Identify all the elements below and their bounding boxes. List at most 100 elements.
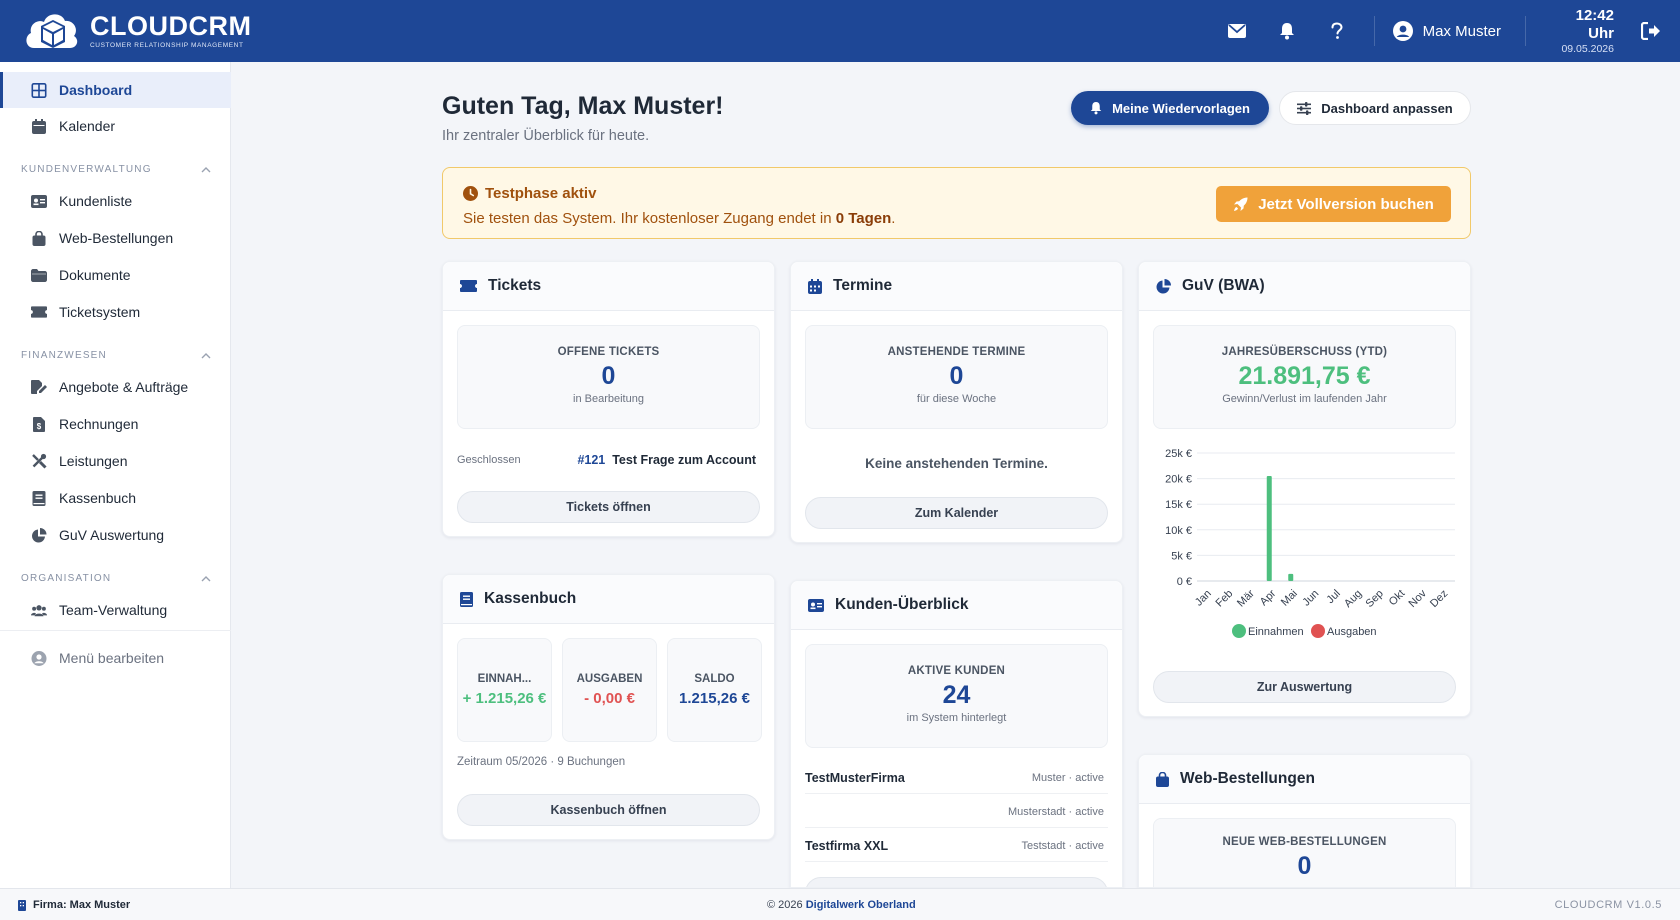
- section-organisation[interactable]: ORGANISATION: [21, 573, 211, 584]
- stat-label: JAHRESÜBERSCHUSS (YTD): [1221, 346, 1388, 358]
- ticket-status: Geschlossen: [457, 454, 521, 466]
- open-kassenbuch-button[interactable]: Kassenbuch öffnen: [457, 794, 760, 826]
- customer-row[interactable]: Testfirma XXL Teststadt · active: [805, 829, 1108, 862]
- menu-edit-button[interactable]: Menü bearbeiten: [0, 640, 231, 676]
- card-title: Termine: [833, 277, 893, 294]
- stat-value: 24: [942, 681, 971, 709]
- stat-sub: Gewinn/Verlust im laufenden Jahr: [1222, 393, 1387, 405]
- sidebar-item-label: Kassenbuch: [59, 490, 137, 506]
- question-icon: [1331, 22, 1343, 39]
- sidebar-item-angebote[interactable]: Angebote & Aufträge: [0, 369, 231, 405]
- logo-subtitle: CUSTOMER RELATIONSHIP MANAGEMENT: [90, 42, 244, 49]
- customer-meta: Musterstadt · active: [1008, 806, 1104, 818]
- customer-row[interactable]: Musterstadt · active: [805, 795, 1108, 828]
- menu-edit-label: Menü bearbeiten: [59, 650, 165, 666]
- ticket-id: #121: [577, 453, 606, 467]
- folder-icon: [31, 268, 47, 282]
- sidebar-item-label: Ticketsystem: [59, 304, 141, 320]
- card-header: Tickets: [443, 262, 774, 311]
- footer-version: CLOUDCRM V1.0.5: [1554, 899, 1662, 911]
- dashboard-anpassen-button[interactable]: Dashboard anpassen: [1279, 91, 1471, 125]
- calendar-icon: [808, 278, 822, 294]
- ticket-title: Test Frage zum Account: [612, 453, 756, 467]
- customer-row[interactable]: TestMusterFirma Muster · active: [805, 761, 1108, 794]
- sidebar-item-team-verwaltung[interactable]: Team-Verwaltung: [0, 592, 231, 628]
- guv-card: GuV (BWA) JAHRESÜBERSCHUSS (YTD) 21.891,…: [1138, 261, 1471, 717]
- user-menu[interactable]: Max Muster: [1387, 21, 1513, 41]
- trial-text: Sie testen das System. Ihr kostenloser Z…: [463, 210, 895, 227]
- bag-icon: [32, 230, 46, 246]
- users-icon: [31, 604, 47, 616]
- guv-bar-chart: 0 € 5k € 10k € 15k € 20k € 25k € Jan Feb Mär Apr M…: [1165, 448, 1455, 638]
- stat-label: OFFENE TICKETS: [557, 346, 660, 358]
- open-tickets-button[interactable]: Tickets öffnen: [457, 491, 760, 523]
- company-link[interactable]: Digitalwerk Oberland: [805, 899, 916, 911]
- section-finanzwesen[interactable]: FINANZWESEN: [21, 350, 211, 361]
- book-icon: [32, 490, 46, 506]
- sidebar-item-web-bestellungen[interactable]: Web-Bestellungen: [0, 220, 231, 256]
- buy-full-version-button[interactable]: Jetzt Vollversion buchen: [1216, 186, 1451, 222]
- kassenbuch-card: Kassenbuch EINNAH... + 1.215,26 € AUSGAB…: [442, 574, 775, 840]
- card-title: GuV (BWA): [1182, 277, 1265, 294]
- mail-button[interactable]: [1212, 0, 1262, 62]
- customer-meta: Muster · active: [1031, 772, 1104, 784]
- bag-icon: [1156, 771, 1169, 787]
- sidebar-item-leistungen[interactable]: Leistungen: [0, 443, 231, 479]
- copyright-text: © 2026: [767, 899, 806, 911]
- help-button[interactable]: [1312, 0, 1362, 62]
- dashboard-anpassen-label: Dashboard anpassen: [1321, 100, 1453, 116]
- stat-sub: im System hinterlegt: [906, 712, 1007, 724]
- open-tickets-stat: OFFENE TICKETS 0 in Bearbeitung: [457, 325, 760, 429]
- sidebar-item-rechnungen[interactable]: $ Rechnungen: [0, 406, 231, 442]
- notifications-button[interactable]: [1262, 0, 1312, 62]
- footer-copyright: © 2026 Digitalwerk Oberland: [767, 899, 916, 911]
- customers-button[interactable]: [805, 877, 1108, 887]
- page-subtitle: Ihr zentraler Überblick für heute.: [442, 128, 650, 144]
- sidebar-divider: [0, 630, 231, 631]
- bar-einnahmen: [1266, 476, 1272, 581]
- x-tick-label: Okt: [1387, 588, 1408, 609]
- sidebar-item-ticketsystem[interactable]: Ticketsystem: [0, 294, 231, 330]
- income-box: EINNAH... + 1.215,26 €: [457, 638, 552, 742]
- wiedervorlagen-button[interactable]: Meine Wiedervorlagen: [1071, 91, 1269, 125]
- envelope-icon: [1227, 24, 1246, 38]
- trial-text-before: Sie testen das System. Ihr kostenloser Z…: [463, 210, 836, 227]
- pie-chart-icon: [32, 527, 47, 542]
- clock: 12:42 Uhr 09.05.2026: [1538, 7, 1622, 55]
- svg-text:$: $: [37, 422, 42, 431]
- x-tick-label: Jun: [1300, 588, 1321, 609]
- go-to-calendar-button[interactable]: Zum Kalender: [805, 497, 1108, 529]
- y-tick-label: 25k €: [1165, 448, 1192, 460]
- wiedervorlagen-label: Meine Wiedervorlagen: [1112, 100, 1250, 116]
- sidebar-item-kundenliste[interactable]: Kundenliste: [0, 183, 231, 219]
- sidebar-item-label: Dokumente: [59, 267, 131, 283]
- balance-box: SALDO 1.215,26 €: [667, 638, 762, 742]
- sidebar-item-kalender[interactable]: Kalender: [0, 108, 231, 144]
- sidebar-item-kassenbuch[interactable]: Kassenbuch: [0, 480, 231, 516]
- clock-date: 09.05.2026: [1561, 43, 1614, 55]
- user-circle-icon: [1392, 21, 1413, 41]
- user-name: Max Muster: [1422, 22, 1501, 40]
- logo[interactable]: CLOUDCRM CUSTOMER RELATIONSHIP MANAGEMEN…: [22, 8, 251, 54]
- logout-button[interactable]: [1622, 0, 1680, 62]
- sidebar-item-guv[interactable]: GuV Auswertung: [0, 517, 231, 553]
- footer: Firma: Max Muster © 2026 Digitalwerk Obe…: [0, 888, 1680, 920]
- y-tick-label: 0 €: [1177, 576, 1192, 588]
- divider: [1373, 16, 1375, 46]
- ticket-row[interactable]: Geschlossen #121 Test Frage zum Account: [457, 443, 760, 476]
- section-title: KUNDENVERWALTUNG: [21, 164, 152, 175]
- trial-days: 0 Tagen: [835, 210, 892, 227]
- sidebar-item-dokumente[interactable]: Dokumente: [0, 257, 231, 293]
- section-kundenverwaltung[interactable]: KUNDENVERWALTUNG: [21, 164, 211, 175]
- upcoming-appointments-stat: ANSTEHENDE TERMINE 0 für diese Woche: [805, 325, 1108, 429]
- sidebar-item-dashboard[interactable]: Dashboard: [0, 72, 231, 108]
- book-icon: [460, 591, 473, 607]
- go-to-evaluation-button[interactable]: Zur Auswertung: [1153, 671, 1456, 703]
- card-header: Kunden-Überblick: [791, 581, 1122, 630]
- trial-title: Testphase aktiv: [463, 185, 596, 202]
- kassenbuch-stats: EINNAH... + 1.215,26 € AUSGABEN - 0,00 €…: [443, 624, 774, 756]
- clock-icon: [463, 186, 478, 201]
- sidebar: Dashboard Kalender KUNDENVERWALTUNG Kund…: [0, 62, 231, 888]
- balance-value: 1.215,26 €: [679, 690, 750, 707]
- id-card-icon: [31, 194, 47, 208]
